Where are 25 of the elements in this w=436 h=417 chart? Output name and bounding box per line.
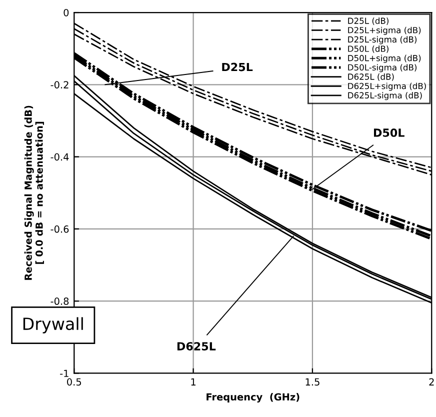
y-tick-label: 0	[64, 8, 69, 16]
legend-label: D50L+sigma (dB)	[348, 54, 421, 63]
legend-label: D625L+sigma (dB)	[348, 82, 426, 91]
annotation: D625L	[177, 342, 216, 350]
legend-label: D50L-sigma (dB)	[348, 64, 416, 72]
y-tick-label: -1	[60, 370, 68, 377]
x-axis-title: Frequency (GHz)	[206, 393, 300, 403]
x-tick-label: 1	[191, 378, 196, 386]
legend-label: D25L+sigma (dB)	[348, 26, 421, 35]
annotation: D25L	[222, 62, 253, 72]
legend-label: D25L (dB)	[348, 18, 388, 25]
legend-label: D625L-sigma (dB)	[348, 92, 422, 100]
legend-label: D50L (dB)	[348, 45, 388, 53]
annotation: Drywall	[23, 317, 83, 334]
y-tick-label: -0.2	[50, 81, 68, 88]
annotation: D50L	[374, 128, 404, 137]
legend-label: D25L-sigma (dB)	[348, 36, 416, 44]
y-tick-label: -0.6	[50, 225, 69, 233]
y-tick-label: -0.8	[50, 298, 69, 305]
y-tick-label: -0.4	[50, 153, 69, 161]
x-tick-label: 2	[429, 378, 434, 386]
x-tick-label: 1.5	[306, 378, 320, 386]
x-tick-label: 0.5	[67, 378, 81, 386]
y-axis-title: Received Signal Magnitude (dB) [ 0.0 dB = no attenuation]	[24, 106, 44, 280]
legend-label: D625L (dB)	[348, 73, 394, 81]
